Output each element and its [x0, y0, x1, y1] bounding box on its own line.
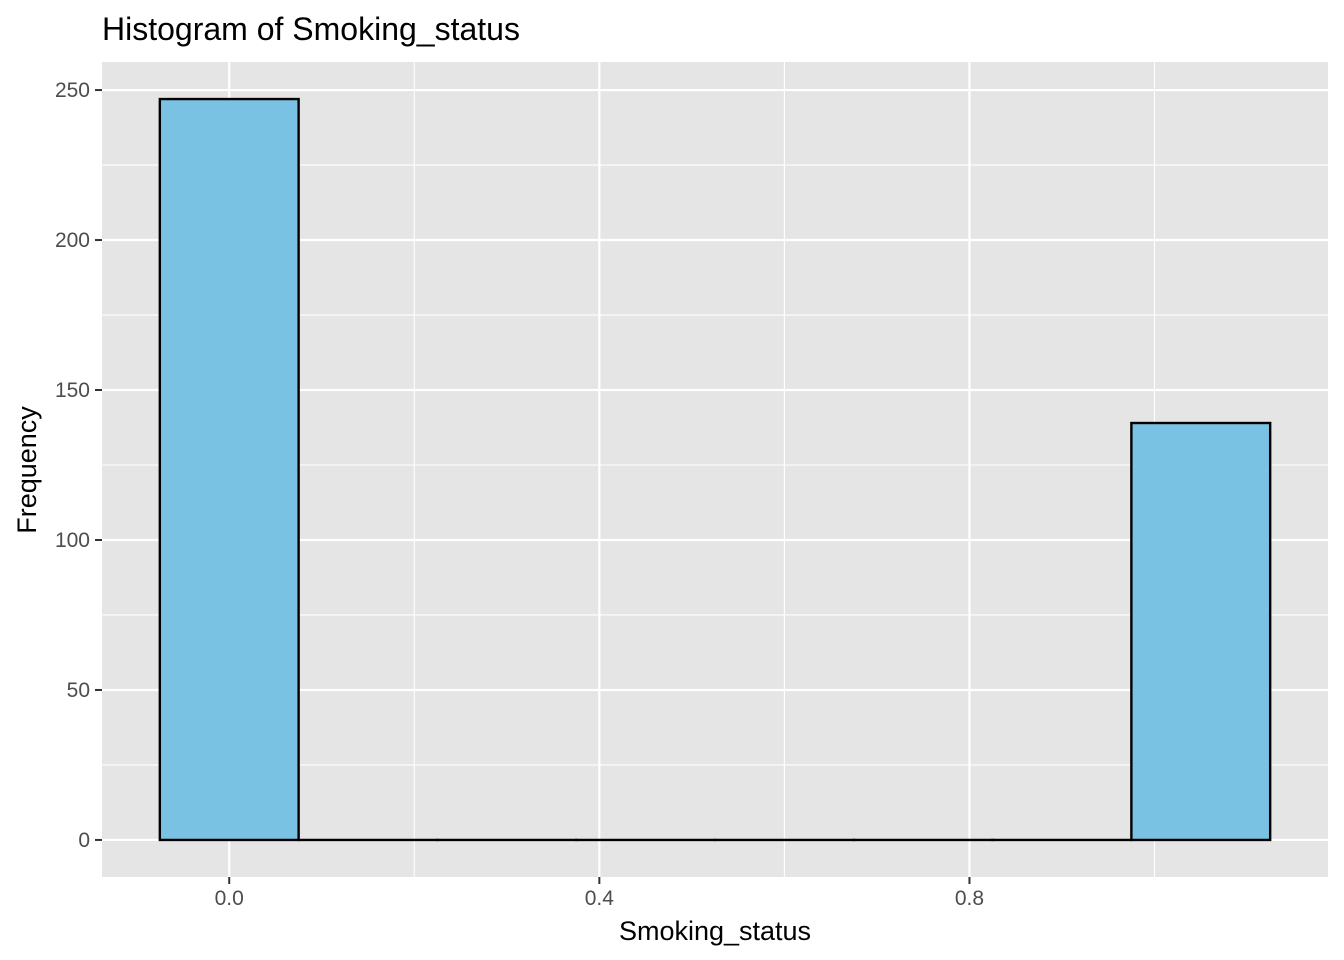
- y-axis-title: Frequency: [12, 406, 42, 534]
- y-axis: 0 50 100 150 200 250: [55, 79, 102, 852]
- x-axis-title: Smoking_status: [619, 916, 811, 946]
- histogram-bar: [158, 97, 300, 842]
- plot-panel: [102, 62, 1328, 877]
- chart-title: Histogram of Smoking_status: [102, 11, 520, 47]
- x-tick-label: 0.8: [955, 887, 984, 910]
- x-axis: 0.0 0.4 0.8: [215, 877, 984, 910]
- y-tick-label: 150: [55, 379, 90, 402]
- bars: [158, 97, 1272, 842]
- y-tick-label: 50: [67, 679, 90, 702]
- y-tick-label: 250: [55, 79, 90, 102]
- histogram-bar: [1130, 421, 1272, 842]
- y-tick-label: 100: [55, 529, 90, 552]
- y-tick-label: 0: [78, 829, 90, 852]
- y-tick-label: 200: [55, 229, 90, 252]
- x-tick-label: 0.4: [585, 887, 615, 910]
- x-tick-label: 0.0: [215, 887, 244, 910]
